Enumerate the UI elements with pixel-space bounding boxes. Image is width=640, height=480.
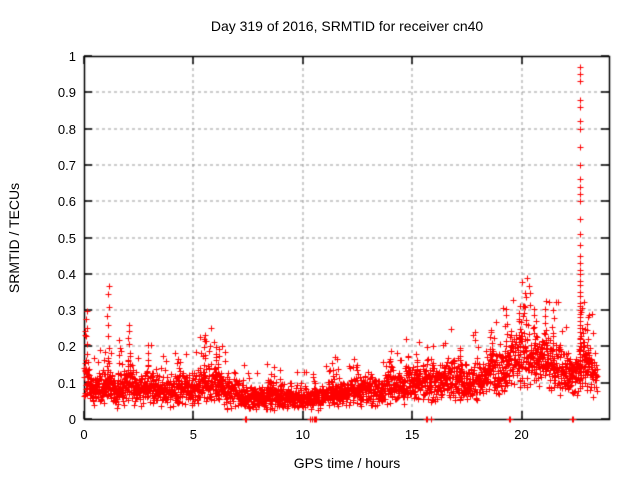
x-tick-label: 20	[514, 427, 529, 442]
y-tick-label: 0.5	[57, 230, 76, 246]
x-tick-label: 0	[80, 427, 88, 442]
x-tick-label: 5	[189, 427, 197, 442]
y-tick-label: 0.8	[57, 121, 76, 137]
x-tick-label: 10	[295, 427, 310, 442]
y-tick-label: 0	[68, 412, 76, 427]
y-tick-label: 0.3	[57, 303, 76, 319]
y-tick-label: 0.7	[57, 157, 76, 173]
y-tick-label: 0.4	[57, 266, 76, 282]
y-tick-label: 0.2	[57, 339, 76, 355]
y-tick-label: 1	[68, 49, 76, 64]
y-tick-label: 0.9	[57, 85, 76, 101]
x-tick-label: 15	[404, 427, 420, 442]
y-tick-label: 0.6	[57, 194, 76, 210]
y-tick-label: 0.1	[57, 375, 76, 391]
